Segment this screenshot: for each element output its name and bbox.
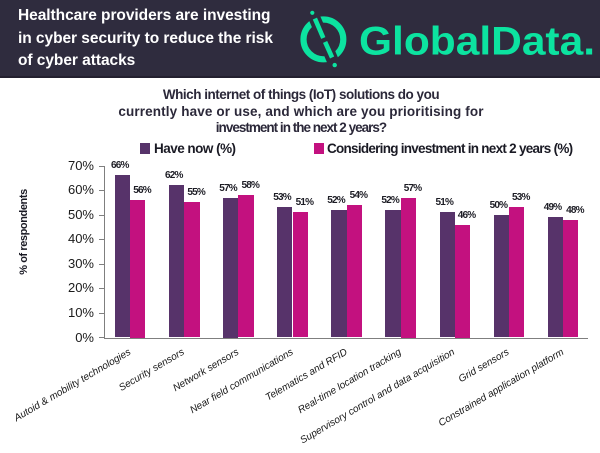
svg-text:GlobalData.: GlobalData. [359,20,595,64]
